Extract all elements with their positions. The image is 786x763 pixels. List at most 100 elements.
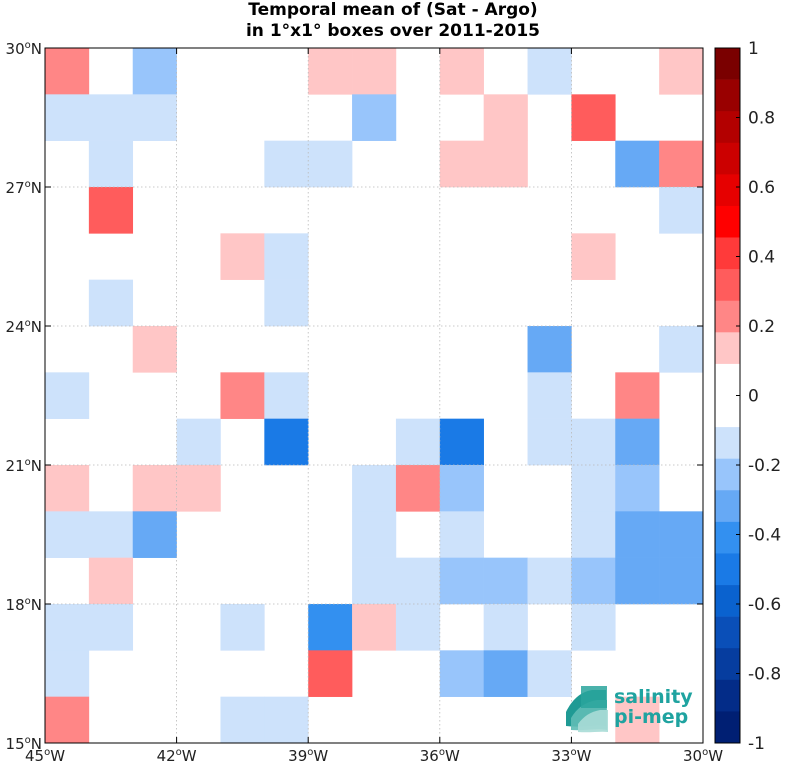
colorbar-tick-label: -0.8 — [748, 665, 781, 685]
heatmap-cell — [439, 557, 484, 605]
colorbar-tick-label: 0.4 — [748, 248, 775, 268]
heatmap-cell — [527, 557, 572, 605]
heatmap-cell — [352, 465, 397, 512]
heatmap-cell — [45, 696, 90, 744]
heatmap-cell — [176, 465, 221, 512]
colorbar-tick-label: 0.6 — [748, 178, 775, 198]
heatmap-cell — [483, 604, 528, 651]
x-tick-label: 45oW — [25, 747, 65, 763]
colorbar-swatch — [715, 300, 740, 333]
heatmap-cell — [45, 48, 90, 95]
heatmap-cell — [527, 372, 572, 419]
colorbar-swatch — [715, 142, 740, 175]
heatmap-cell — [132, 465, 177, 512]
heatmap-cell — [88, 511, 134, 558]
heatmap-cell — [308, 140, 353, 188]
colorbar-swatch — [715, 490, 740, 523]
colorbar-swatch — [715, 616, 740, 649]
heatmap-cell — [88, 94, 134, 141]
heatmap-cell — [615, 140, 660, 188]
heatmap-cell — [352, 511, 397, 558]
heatmap-cell — [439, 48, 484, 95]
heatmap-cell — [439, 511, 484, 558]
colorbar-swatch — [715, 521, 740, 554]
heatmap-cell — [88, 279, 134, 327]
y-tick-label: 27oN — [6, 179, 42, 197]
y-tick-label: 15oN — [6, 735, 42, 753]
colorbar-swatch — [715, 48, 740, 80]
heatmap-cell — [395, 557, 441, 605]
heatmap-cell — [483, 94, 528, 141]
heatmap-cell — [264, 233, 309, 280]
colorbar-tick-label: 0.2 — [748, 317, 775, 337]
heatmap-cells — [45, 48, 704, 744]
x-tick-label: 36oW — [420, 747, 460, 763]
colorbar-tick-label: -0.4 — [748, 526, 781, 546]
heatmap-cell — [132, 48, 177, 95]
colorbar-swatch — [715, 679, 740, 712]
heatmap-cell — [45, 511, 90, 558]
heatmap-cell — [308, 650, 353, 697]
salinity-pi-mep-logo: salinity pi-mep — [566, 686, 693, 733]
heatmap-cell — [132, 94, 177, 141]
colorbar: 1 0.8 0.6 0.4 0.2 0 -0.2 -0.4 -0.6 -0.8 -1 — [714, 39, 781, 754]
heatmap-cell — [659, 140, 704, 188]
heatmap-cell — [264, 140, 309, 188]
heatmap-cell — [88, 557, 134, 605]
colorbar-tick-label: -0.6 — [748, 595, 781, 615]
logo-line1: salinity — [614, 686, 693, 708]
heatmap-cell — [439, 650, 484, 697]
heatmap-cell — [176, 418, 221, 466]
x-tick-label: 30oW — [683, 747, 723, 763]
heatmap-cell — [352, 557, 397, 605]
heatmap-cell — [395, 465, 441, 512]
colorbar-swatch — [715, 79, 740, 112]
heatmap-cell — [615, 465, 660, 512]
heatmap-cell — [615, 418, 660, 466]
heatmap-cell — [220, 233, 265, 280]
heatmap-cell — [571, 511, 616, 558]
colorbar-tick-label: 0.8 — [748, 109, 775, 129]
heatmap-cell — [308, 604, 353, 651]
heatmap-cell — [659, 187, 704, 234]
colorbar-swatch — [715, 205, 740, 238]
heatmap-cell — [527, 650, 572, 697]
colorbar-swatch — [715, 174, 740, 207]
heatmap-cell — [615, 372, 660, 419]
y-tick-label: 30oN — [6, 40, 42, 58]
heatmap-cell — [439, 418, 484, 466]
y-tick-label: 18oN — [6, 596, 42, 614]
colorbar-tick-label: -1 — [748, 734, 765, 754]
heatmap-cell — [132, 326, 177, 373]
x-tick-label: 39oW — [288, 747, 328, 763]
heatmap-cell — [439, 465, 484, 512]
heatmap-cell — [220, 372, 265, 419]
x-tick-label: 33oW — [551, 747, 591, 763]
heatmap-cell — [308, 48, 353, 95]
heatmap-cell — [659, 557, 704, 605]
heatmap-cell — [88, 604, 134, 651]
heatmap-cell — [352, 48, 397, 95]
heatmap-cell — [264, 418, 309, 466]
heatmap-cell — [220, 604, 265, 651]
heatmap-cell — [264, 696, 309, 744]
wave-icon — [566, 686, 608, 733]
heatmap-cell — [352, 604, 397, 651]
heatmap-cell — [571, 465, 616, 512]
x-tick-label: 42oW — [157, 747, 197, 763]
heatmap-cell — [45, 94, 90, 141]
heatmap-cell — [45, 465, 90, 512]
heatmap-cell — [45, 650, 90, 697]
heatmap-cell — [88, 187, 134, 234]
heatmap-cell — [88, 140, 134, 188]
heatmap-cell — [527, 418, 572, 466]
y-tick-label: 24oN — [6, 318, 42, 336]
heatmap-cell — [571, 418, 616, 466]
colorbar-swatch — [715, 363, 740, 396]
heatmap-cell — [264, 372, 309, 419]
colorbar-swatch — [715, 111, 740, 144]
logo-line2: pi-mep — [614, 706, 688, 728]
heatmap-cell — [352, 94, 397, 141]
heatmap-cell — [439, 140, 484, 188]
x-axis: 45oW 42oW 39oW 36oW 33oW 30oW — [25, 48, 723, 763]
